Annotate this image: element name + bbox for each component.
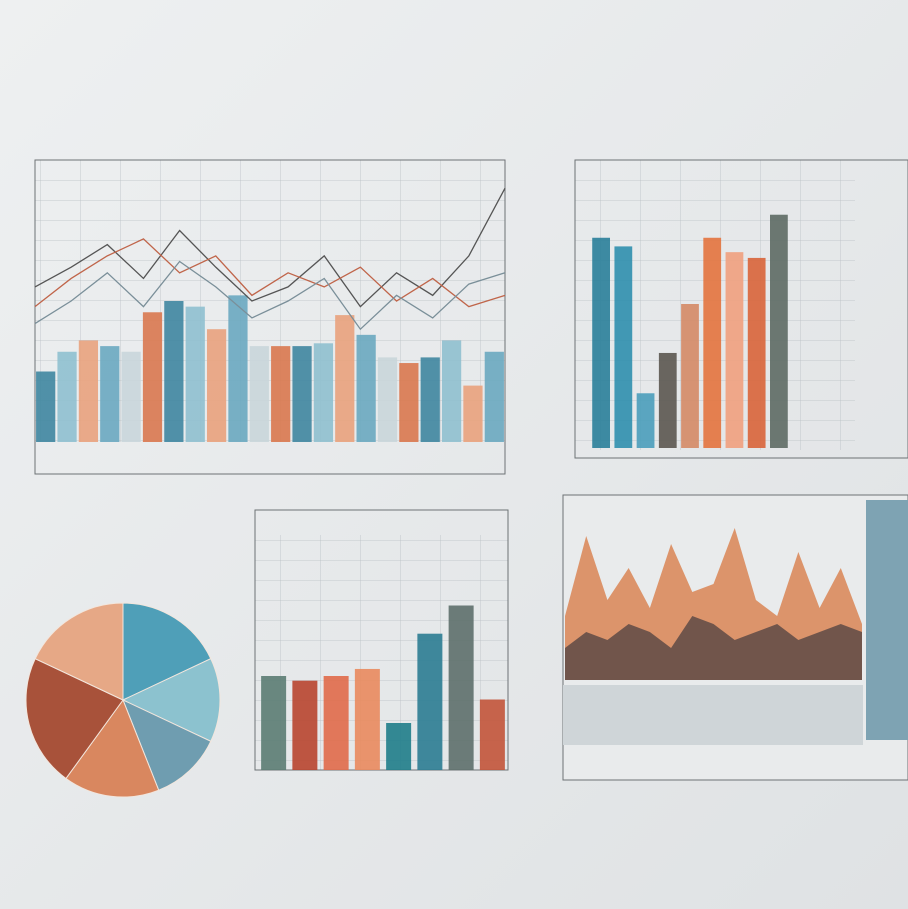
bar <box>356 334 376 442</box>
bar <box>292 346 312 442</box>
bar <box>354 668 380 770</box>
bar <box>420 357 440 442</box>
bar <box>164 301 184 442</box>
panel-frame <box>254 509 509 771</box>
bar <box>479 699 505 770</box>
bar <box>770 214 788 448</box>
bar <box>36 371 56 442</box>
bar <box>78 340 99 442</box>
bar <box>261 676 287 770</box>
bar <box>448 605 474 770</box>
bar <box>747 257 766 448</box>
bar <box>100 346 120 442</box>
bar <box>377 357 398 442</box>
panel-frame <box>574 159 908 459</box>
line <box>34 260 506 331</box>
bar <box>323 676 349 770</box>
panel-strip <box>563 685 863 745</box>
bar <box>386 723 412 770</box>
bar <box>249 346 269 442</box>
bar <box>725 252 744 448</box>
bar <box>292 680 318 770</box>
bar <box>399 363 419 442</box>
bar <box>271 346 291 442</box>
bar <box>592 237 610 448</box>
bar <box>417 633 443 770</box>
panel-image <box>866 500 908 740</box>
bar <box>185 306 205 442</box>
area <box>565 616 862 680</box>
pie-slice <box>122 699 212 791</box>
bar <box>228 295 248 442</box>
bar <box>121 351 141 442</box>
line <box>34 187 506 308</box>
bar <box>484 351 504 442</box>
bar <box>335 315 355 442</box>
pie-slice <box>122 602 212 701</box>
pie-slice <box>34 602 124 701</box>
line <box>34 238 506 308</box>
bar <box>636 393 655 448</box>
bar <box>463 385 483 442</box>
bar <box>681 304 699 448</box>
bar <box>142 312 163 442</box>
bar <box>313 343 334 442</box>
bar <box>614 246 633 448</box>
panel-frame <box>34 159 506 475</box>
bar <box>206 329 227 442</box>
bar <box>57 351 77 442</box>
pie-slice <box>65 698 160 798</box>
bar <box>703 237 722 448</box>
pie-slice <box>121 658 221 742</box>
bar <box>658 352 677 448</box>
bar <box>441 340 462 442</box>
